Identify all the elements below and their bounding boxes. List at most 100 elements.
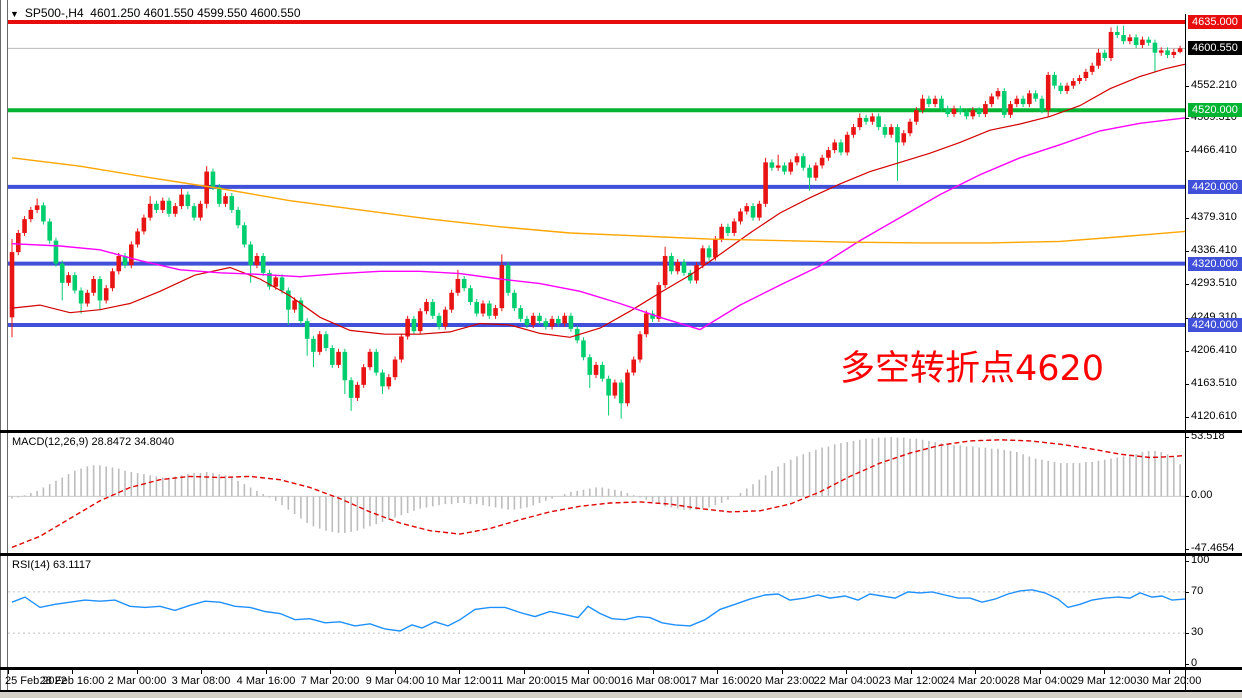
macd-tick-label: -47.4654 (1191, 542, 1235, 554)
time-axis-label: 28 Mar 04:00 (1007, 675, 1073, 687)
candle-body (1096, 52, 1101, 66)
candle-body (1177, 48, 1183, 52)
candle-body (443, 309, 448, 327)
time-axis-tick (330, 670, 331, 674)
macd-chart-canvas[interactable] (8, 433, 1185, 553)
time-axis-tick (8, 670, 9, 674)
candle-body (103, 288, 109, 301)
rsi-tick-label: 0 (1191, 657, 1198, 669)
price-tick-label: 4293.510 (1191, 276, 1237, 289)
candle-body (926, 98, 932, 105)
candle-body (964, 111, 969, 117)
candle-body (888, 127, 894, 135)
time-axis-label: 10 Mar 12:00 (426, 675, 492, 687)
candle-body (1020, 98, 1026, 105)
candle-body (298, 300, 304, 322)
window-left-border-inner (7, 0, 8, 692)
candle-body (882, 127, 888, 135)
candle-body (1058, 85, 1064, 92)
candle-body (725, 226, 731, 233)
price-axis-tick (1185, 85, 1189, 87)
rsi-label: RSI(14) 63.1117 (12, 559, 91, 571)
rsi-panel[interactable] (8, 556, 1185, 667)
candle-body (110, 271, 115, 289)
candle-body (304, 321, 310, 339)
price-axis-tick (1185, 283, 1189, 285)
time-axis-tick (137, 670, 138, 674)
price-axis-tick (1185, 561, 1189, 562)
candle-body (857, 117, 863, 128)
time-axis-tick (395, 670, 396, 674)
candle-body (512, 292, 517, 309)
candle-body (22, 219, 27, 233)
main-chart-panel[interactable] (8, 14, 1185, 430)
price-axis-tick (1185, 591, 1189, 593)
price-axis-tick (1185, 549, 1189, 550)
time-axis-label: 20 Mar 23:00 (749, 675, 815, 687)
symbol-timeframe-label: SP500-,H4 (24, 6, 84, 20)
candle-body (700, 248, 706, 266)
candle-body (656, 285, 662, 319)
macd-tick-label: 53.518 (1191, 430, 1225, 442)
separator-main-macd[interactable] (0, 430, 1242, 433)
candle-body (1127, 37, 1133, 42)
rsi-chart-canvas[interactable] (8, 556, 1185, 667)
chevron-down-icon[interactable]: ▼ (10, 9, 19, 19)
candle-body (229, 196, 235, 210)
macd-signal-line (11, 439, 1185, 549)
candle-body (493, 308, 498, 316)
time-axis-tick (1169, 670, 1170, 674)
candle-body (1089, 65, 1095, 72)
candle-body (1165, 50, 1170, 55)
candle-body (625, 372, 630, 404)
candle-body (1108, 31, 1114, 59)
candle-body (141, 217, 147, 232)
candle-body (719, 226, 724, 240)
macd-panel[interactable] (8, 433, 1185, 553)
rsi-values: 63.1117 (52, 559, 92, 571)
candle-body (191, 206, 197, 218)
time-axis-label: 29 Mar 12:00 (1071, 675, 1137, 687)
price-axis-tick (1185, 317, 1189, 319)
candle-body (248, 244, 253, 266)
pivot-annotation-text[interactable]: 多空转折点4620 (840, 349, 1105, 389)
candle-body (254, 255, 260, 266)
candle-body (405, 318, 410, 337)
price-axis-tick (1185, 437, 1189, 438)
candle-body (1146, 39, 1151, 43)
candle-body (775, 165, 781, 168)
candle-body (41, 205, 46, 222)
candle-body (606, 378, 611, 396)
price-tick-label: 4379.310 (1191, 211, 1237, 224)
candle-body (524, 318, 530, 326)
candle-body (147, 203, 153, 218)
candle-body (788, 162, 794, 172)
candle-body (449, 292, 454, 310)
candle-body (838, 142, 844, 153)
price-axis-tick (1185, 218, 1189, 220)
rsi-line (11, 589, 1185, 632)
time-axis[interactable]: 25 Feb 2022 28 Feb 16:00 2 Mar 00:00 3 Mar … (0, 670, 1242, 690)
time-axis-tick (717, 670, 718, 674)
candle-body (826, 150, 831, 158)
candle-body (417, 311, 423, 332)
candle-body (757, 203, 762, 218)
macd-tick-label: 0.00 (1191, 489, 1213, 502)
candle-body (895, 127, 900, 143)
separator-macd-rsi[interactable] (0, 553, 1242, 556)
candlestick-chart-canvas[interactable] (8, 14, 1185, 430)
price-tick-label: 4120.610 (1191, 409, 1237, 422)
candle-body (323, 334, 329, 349)
candle-body (72, 275, 78, 291)
candle-body (210, 171, 216, 187)
price-axis-tick (1185, 633, 1189, 635)
window-left-border-outer (0, 0, 1, 692)
price-axis[interactable]: 4552.210 4509.310 4466.410 4379.310 4336.410… (1185, 0, 1242, 692)
candle-body (1071, 81, 1076, 86)
candle-body (160, 200, 166, 210)
time-axis-tick (846, 670, 847, 674)
candle-body (85, 292, 90, 304)
rsi-tick-label: 100 (1191, 554, 1210, 566)
candle-body (361, 367, 366, 385)
